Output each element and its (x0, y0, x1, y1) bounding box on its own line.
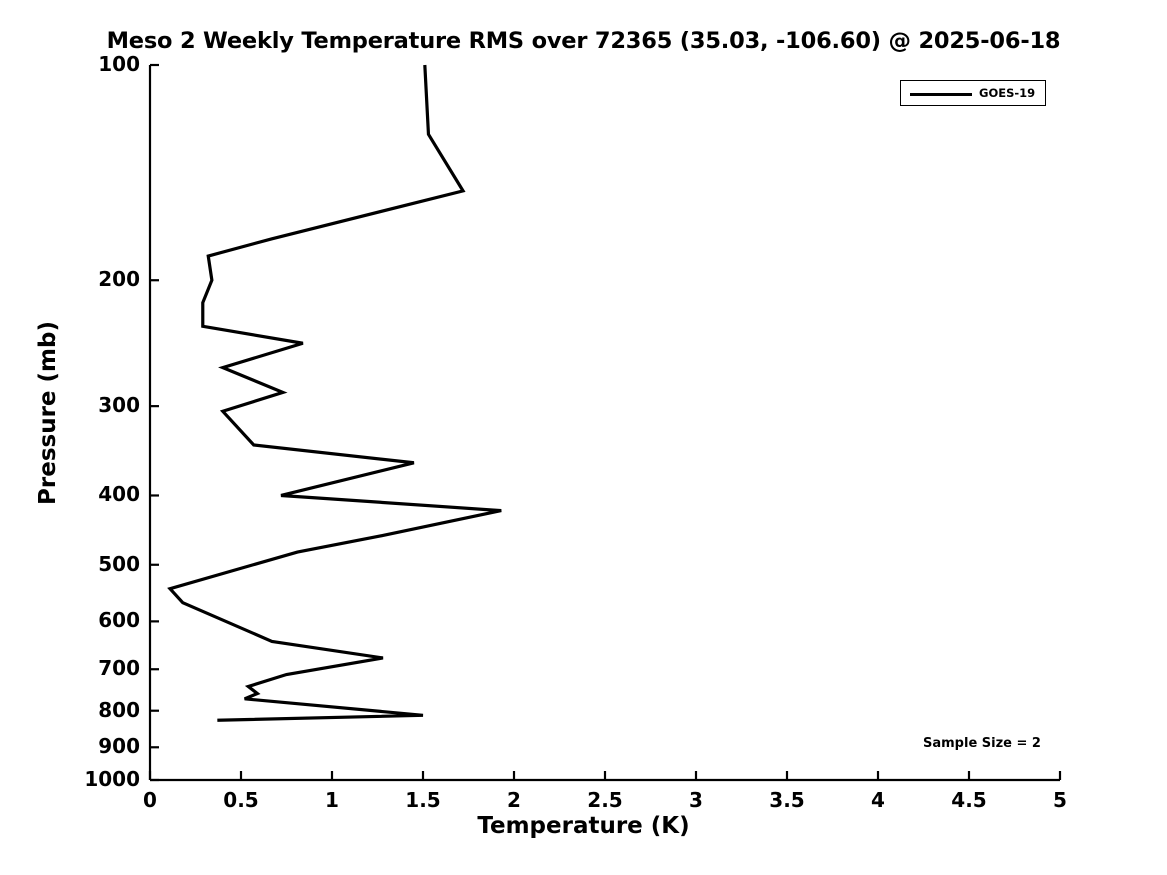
x-tick-label: 5 (1053, 788, 1067, 812)
y-tick-label: 900 (98, 734, 140, 759)
x-axis-label: Temperature (K) (477, 813, 690, 839)
y-tick-label: 300 (98, 393, 140, 418)
x-tick-label: 1 (325, 788, 339, 812)
y-tick-label: 500 (98, 551, 140, 576)
x-tick-label: 4.5 (951, 788, 987, 812)
y-tick-label: 600 (98, 608, 140, 633)
x-tick-label: 0.5 (223, 788, 259, 812)
y-tick-label: 700 (98, 656, 140, 681)
x-tick-label: 1.5 (405, 788, 441, 812)
y-tick-label: 800 (98, 697, 140, 722)
y-tick-label: 200 (98, 267, 140, 292)
y-tick-label: 100 (98, 52, 140, 76)
x-tick-label: 2 (507, 788, 521, 812)
y-tick-label: 1000 (84, 767, 140, 791)
y-tick-label: 400 (98, 482, 140, 507)
legend[interactable]: GOES-19 (900, 80, 1046, 106)
x-tick-label: 2.5 (587, 788, 623, 812)
legend-entry-label: GOES-19 (979, 86, 1036, 100)
legend-line-swatch (910, 92, 972, 96)
x-tick-label: 4 (871, 788, 885, 812)
sample-size-annotation: Sample Size = 2 (923, 736, 1041, 751)
y-axis-label: Pressure (mb) (35, 321, 61, 505)
series-line (167, 64, 502, 722)
chart-title: Meso 2 Weekly Temperature RMS over 72365… (106, 28, 1061, 54)
x-tick-label: 3 (689, 788, 703, 812)
x-tick-label: 0 (143, 788, 157, 812)
x-tick-label: 3.5 (769, 788, 805, 812)
